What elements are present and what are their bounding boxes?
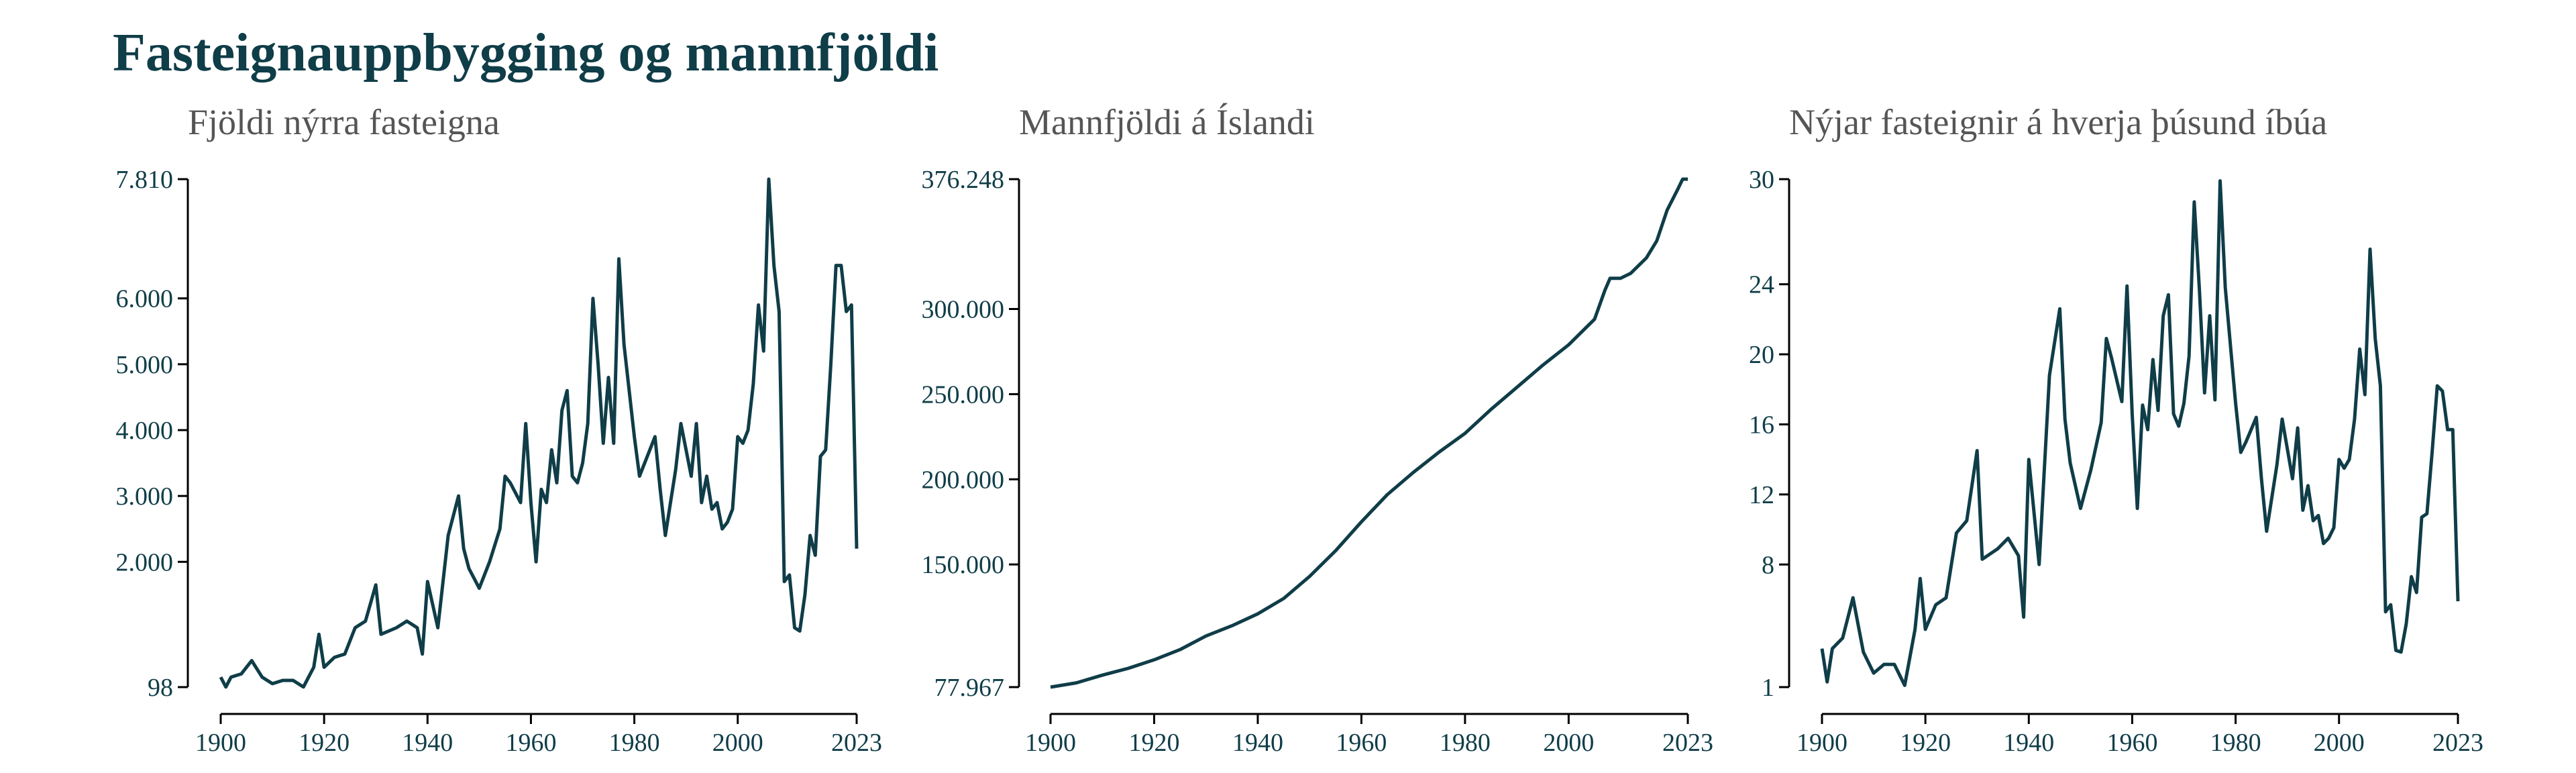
x-tick-label: 1960 [2106,729,2157,757]
y-tick-label: 300.000 [922,296,1005,324]
x-tick-label: 1920 [299,729,350,757]
x-tick-label: 1900 [1796,729,1847,757]
y-tick-label: 150.000 [922,551,1005,579]
x-tick-label: 2023 [831,729,882,757]
data-line [219,177,859,689]
x-tick-label: 1980 [2210,729,2261,757]
x-tick-label: 1980 [1440,729,1491,757]
panel-title: Mannfjöldi á Íslandi [1019,102,1315,142]
y-tick-label: 77.967 [934,674,1005,702]
y-tick-label: 24 [1749,271,1774,299]
y-tick-label: 12 [1749,481,1774,509]
x-tick-label: 1940 [402,729,453,757]
x-tick-label: 1980 [609,729,660,757]
data-line [1050,177,1688,689]
x-tick-label: 1960 [1336,729,1387,757]
y-tick-label: 3.000 [116,482,174,511]
y-tick-label: 8 [1762,551,1774,579]
y-tick-label: 1 [1762,674,1774,702]
page-title: Fasteignauppbygging og mannfjöldi [113,23,938,83]
panel-title: Nýjar fasteignir á hverja þúsund íbúa [1789,102,2327,142]
y-tick-label: 2.000 [116,548,174,576]
y-tick-label: 7.810 [116,166,174,194]
x-tick-label: 1960 [505,729,556,757]
y-tick-label: 250.000 [922,380,1005,409]
x-tick-label: 2023 [2432,729,2483,757]
data-line [1820,179,2460,687]
x-tick-label: 1900 [195,729,246,757]
panel-title: Fjöldi nýrra fasteigna [188,102,500,142]
x-tick-label: 2000 [712,729,763,757]
x-tick-label: 1900 [1025,729,1076,757]
x-tick-label: 1920 [1900,729,1951,757]
x-tick-label: 1940 [2003,729,2054,757]
x-tick-label: 1920 [1128,729,1179,757]
x-tick-label: 2023 [1662,729,1713,757]
x-tick-label: 2000 [2314,729,2365,757]
y-tick-label: 30 [1749,166,1774,194]
x-tick-label: 1940 [1232,729,1283,757]
y-tick-label: 6.000 [116,285,174,313]
y-tick-label: 20 [1749,341,1774,369]
y-tick-label: 16 [1749,411,1774,439]
y-tick-label: 98 [148,674,173,702]
y-tick-label: 5.000 [116,351,174,379]
y-tick-label: 4.000 [116,417,174,445]
y-tick-label: 200.000 [922,466,1005,494]
x-tick-label: 2000 [1543,729,1594,757]
y-tick-label: 376.248 [922,166,1005,194]
